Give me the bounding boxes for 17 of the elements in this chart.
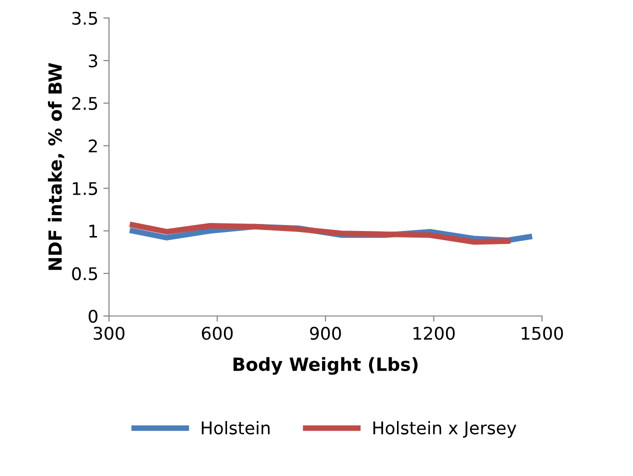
y-tick-label: 1 [89, 224, 97, 238]
x-tick-label: 900 [310, 326, 341, 340]
y-tick-label: 3.5 [72, 12, 98, 25]
y-axis-title: NDF intake, % of BW [48, 63, 64, 270]
legend-label: Holstein [202, 421, 270, 434]
x-tick-label: 300 [94, 326, 124, 340]
y-tick-label: 2 [88, 139, 97, 152]
x-tick-label: 1500 [522, 326, 563, 340]
x-tick-label: 600 [202, 326, 233, 340]
x-tick-label: 1200 [414, 326, 455, 340]
y-tick-label: 1.5 [72, 182, 98, 196]
y-tick-label: 3 [88, 54, 98, 68]
y-tick-label: 2.5 [72, 96, 98, 110]
x-axis-title: Body Weight (Lbs) [234, 357, 418, 375]
y-tick-label: 0.5 [72, 267, 98, 280]
legend-label: Holstein x Jersey [373, 421, 516, 438]
y-tick-label: 0 [88, 310, 98, 323]
